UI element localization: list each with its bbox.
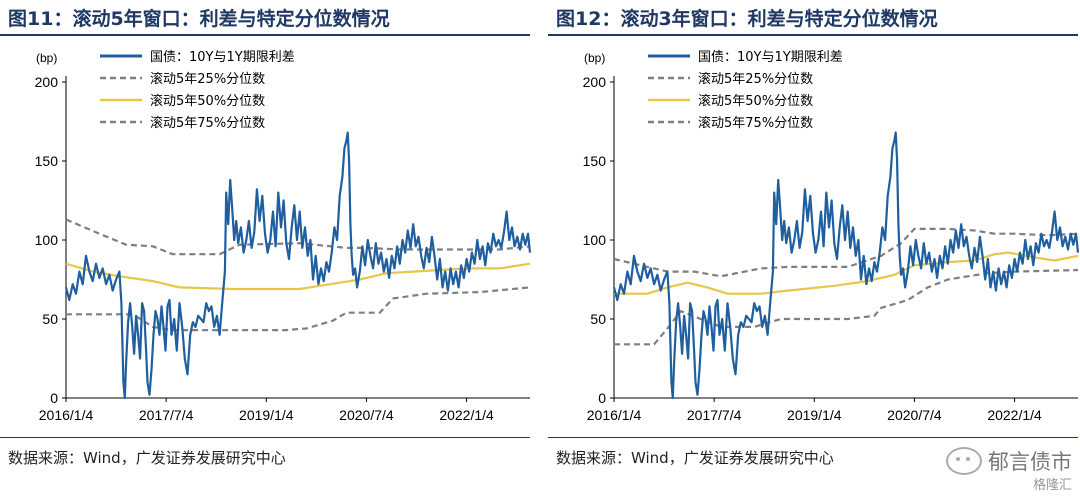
watermark-name: 郁言债市 [988, 450, 1072, 474]
y-tick-label: 100 [35, 232, 59, 248]
watermark: 郁言债市 [946, 446, 1072, 476]
x-tick-label: 2019/1/4 [787, 407, 842, 423]
series-line-p50 [65, 262, 531, 291]
chart-panel-left: 图11：滚动5年窗口：利差与特定分位数情况 (bp) 0 50 100 150 200 20… [0, 0, 532, 475]
series-line-p75 [613, 227, 1079, 278]
source-rule [548, 437, 1078, 438]
figure-title: 图12：滚动3年窗口：利差与特定分位数情况 [556, 8, 938, 30]
title-rule [548, 34, 1078, 36]
series-line-p25 [66, 286, 531, 332]
source-rule [0, 437, 530, 438]
series-line-spread [64, 131, 532, 400]
wechat-icon [946, 447, 982, 475]
y-tick-label: 50 [42, 311, 58, 327]
x-tick-label: 2019/1/4 [239, 407, 294, 423]
legend-label: 滚动5年75%分位数 [150, 115, 265, 131]
x-tick-label: 2020/7/4 [887, 407, 942, 423]
y-tick-label: 100 [583, 232, 607, 248]
legend-label: 滚动5年25%分位数 [150, 71, 265, 87]
legend-label: 滚动5年50%分位数 [698, 93, 813, 109]
series-line-spread [612, 131, 1080, 400]
y-tick-label: 50 [590, 311, 606, 327]
series-line-p75 [65, 218, 531, 256]
legend-label: 滚动5年25%分位数 [698, 71, 813, 87]
legend-label: 滚动5年50%分位数 [150, 93, 265, 109]
x-tick-label: 2017/7/4 [687, 407, 742, 423]
y-tick-label: 0 [598, 390, 606, 406]
watermark-sub: 格隆汇 [1032, 478, 1072, 493]
y-tick-label: 150 [583, 153, 607, 169]
y-tick-label: 200 [583, 74, 607, 90]
line-chart: (bp) 0 50 100 150 200 2016/1/4 2017/7/4 2019/1/4… [583, 50, 1080, 423]
source-note: 数据来源：Wind，广发证券发展研究中心 [8, 449, 286, 467]
y-tick-label: 200 [35, 74, 59, 90]
x-tick-label: 2020/7/4 [339, 407, 394, 423]
y-tick-label: 0 [50, 390, 58, 406]
x-tick-label: 2016/1/4 [39, 407, 94, 423]
chart-panel-right: 图12：滚动3年窗口：利差与特定分位数情况 (bp) 0 50 100 150 200 20… [548, 0, 1080, 475]
legend-label: 滚动5年75%分位数 [698, 115, 813, 131]
legend-label: 国债：10Y与1Y期限利差 [150, 50, 295, 65]
x-tick-label: 2022/1/4 [987, 407, 1042, 423]
x-tick-label: 2022/1/4 [439, 407, 494, 423]
y-axis-unit: (bp) [36, 51, 57, 65]
y-axis-unit: (bp) [584, 51, 605, 65]
figure-title: 图11：滚动5年窗口：利差与特定分位数情况 [8, 8, 390, 30]
x-tick-label: 2017/7/4 [139, 407, 194, 423]
title-rule [0, 34, 530, 36]
source-note: 数据来源：Wind，广发证券发展研究中心 [556, 449, 834, 467]
y-tick-label: 150 [35, 153, 59, 169]
x-tick-label: 2016/1/4 [587, 407, 642, 423]
legend-label: 国债：10Y与1Y期限利差 [698, 50, 843, 65]
line-chart: (bp) 0 50 100 150 200 2016/1/4 2017/7/4 2019/1/4… [35, 50, 532, 423]
